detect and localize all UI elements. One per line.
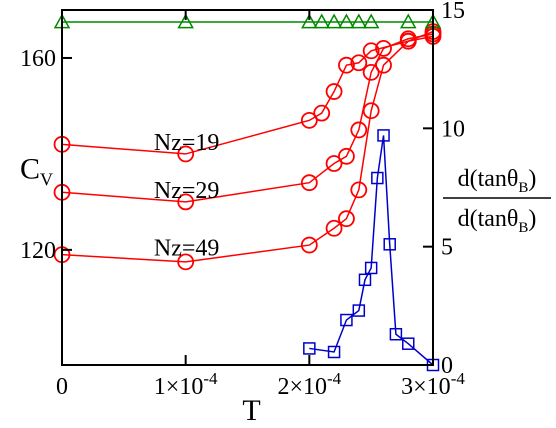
denominator-pre: d(tanθ <box>458 206 519 232</box>
x-tick-label-exponent: -4 <box>327 369 342 388</box>
data-point-circle <box>338 147 355 165</box>
y-right-tick-label: 0 <box>441 353 453 379</box>
y-left-axis-label: CV <box>20 152 53 189</box>
data-point-circle <box>300 111 318 129</box>
data-point-circle <box>300 174 318 192</box>
series-line <box>309 135 434 366</box>
data-point-triangle <box>350 13 368 29</box>
data-point-square <box>371 171 384 185</box>
data-point-triangle <box>399 13 417 29</box>
data-point-circle <box>325 219 343 237</box>
y-left-tick-label: 160 <box>20 46 56 72</box>
data-point-square <box>303 342 316 355</box>
data-point-square <box>389 327 403 341</box>
data-point-circle <box>350 121 368 139</box>
data-point-square <box>383 238 396 251</box>
data-point-square <box>352 304 366 317</box>
data-point-circle <box>362 102 380 120</box>
series-line <box>61 33 434 203</box>
data-point-circle <box>325 83 343 100</box>
x-tick-label-base: 3×10 <box>401 374 451 400</box>
x-tick-label-base: 2×10 <box>277 374 327 400</box>
x-tick-label-base: 1×10 <box>154 374 204 400</box>
x-tick-label: 1×10-4 <box>154 369 218 400</box>
x-tick-label: 3×10-4 <box>401 369 465 400</box>
series-line <box>61 30 434 263</box>
data-point-circle <box>350 54 368 72</box>
data-point-circle <box>338 210 355 228</box>
y-right-axis-label: d(tanθB) d(tanθB) <box>443 166 551 236</box>
data-point-triangle <box>177 13 194 29</box>
data-point-square <box>327 345 341 359</box>
data-point-triangle <box>325 13 343 29</box>
plot-frame <box>61 9 434 366</box>
data-point-square <box>402 337 415 350</box>
y-right-tick-label: 10 <box>441 116 465 142</box>
data-point-circle <box>399 32 417 50</box>
y-left-axis-label-main: C <box>20 152 40 185</box>
y-right-tick-label: 15 <box>441 0 465 24</box>
data-point-square <box>358 273 372 287</box>
data-point-circle <box>177 193 195 211</box>
data-point-circle <box>313 104 331 122</box>
data-point-circle <box>362 42 380 60</box>
denominator-sub: B <box>518 220 528 236</box>
x-tick-label: 2×10-4 <box>277 369 341 400</box>
series-annotation: Nz=29 <box>154 178 220 204</box>
series-annotation: Nz=19 <box>154 130 220 156</box>
y-left-axis-label-sub: V <box>40 169 53 189</box>
data-point-triangle <box>338 13 355 29</box>
x-tick-label-base: 0 <box>56 374 68 400</box>
x-axis-label: T <box>242 394 260 427</box>
data-point-square <box>340 313 353 327</box>
series-annotation: Nz=49 <box>154 235 220 261</box>
y-left-tick-label: 120 <box>20 238 56 264</box>
denominator-post: ) <box>528 206 536 232</box>
x-tick-label-exponent: -4 <box>451 369 466 388</box>
series-5 <box>303 129 440 372</box>
data-point-square <box>377 129 390 142</box>
data-point-circle <box>375 56 392 74</box>
x-tick-label-exponent: -4 <box>203 369 218 388</box>
data-point-triangle <box>362 13 380 29</box>
data-point-circle <box>375 39 392 57</box>
series-4 <box>53 13 442 29</box>
data-point-triangle <box>313 13 330 29</box>
data-point-circle <box>177 145 195 163</box>
data-point-circle <box>177 253 195 271</box>
numerator-post: ) <box>528 166 536 192</box>
data-point-circle <box>300 236 318 254</box>
x-tick-label: 0 <box>56 374 68 400</box>
data-point-circle <box>325 155 343 172</box>
y-right-label-numerator: d(tanθB) <box>458 166 537 196</box>
data-point-circle <box>362 63 380 81</box>
data-point-circle <box>338 56 355 74</box>
y-right-label-denominator: d(tanθB) <box>458 206 537 236</box>
y-right-tick-label: 5 <box>441 235 453 261</box>
numerator-pre: d(tanθ <box>458 166 519 192</box>
numerator-sub: B <box>518 180 528 196</box>
data-point-triangle <box>301 13 318 29</box>
data-point-circle <box>350 181 368 199</box>
data-point-square <box>364 261 378 275</box>
plot-content: Nz=19 Nz=29 Nz=49 <box>53 13 442 372</box>
